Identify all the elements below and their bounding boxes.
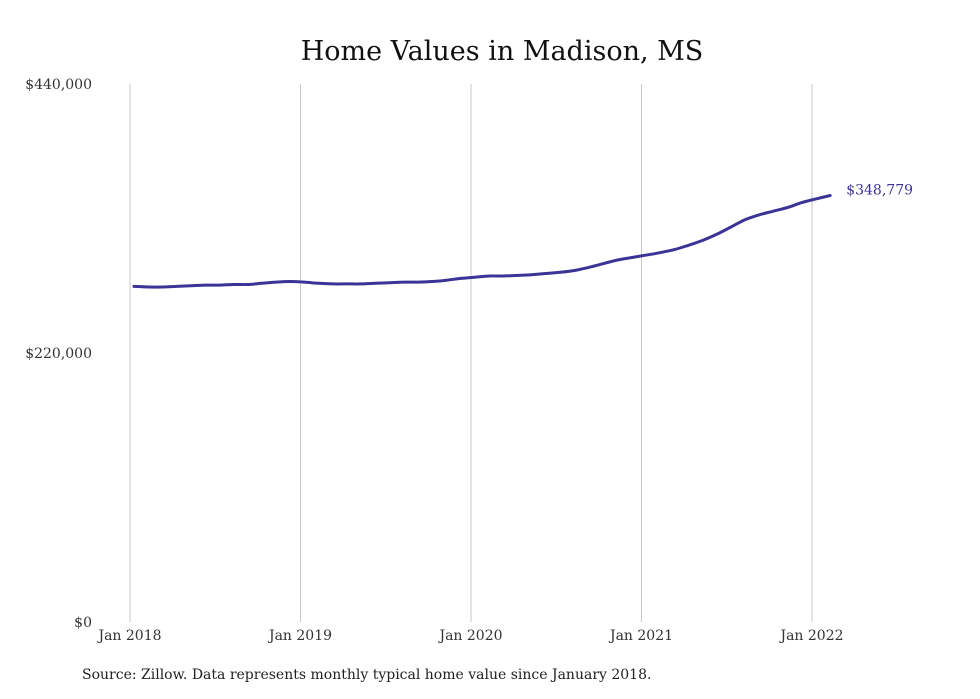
y-tick-label: $220,000 (25, 346, 92, 362)
x-tick-label: Jan 2020 (437, 628, 502, 644)
x-tick-label: Jan 2022 (778, 628, 843, 644)
series-group: $348,779 (132, 183, 913, 289)
grid-lines (129, 84, 813, 622)
y-tick-label: $440,000 (25, 77, 92, 93)
end-value-label: $348,779 (846, 183, 913, 199)
x-axis-ticks: Jan 2018 Jan 2019 Jan 2020 Jan 2021 Jan 2022 (96, 628, 843, 644)
series-line (132, 194, 832, 289)
chart-title: Home Values in Madison, MS (301, 36, 704, 67)
x-tick-label: Jan 2019 (267, 628, 332, 644)
source-note: Source: Zillow. Data represents monthly … (82, 667, 652, 683)
y-axis-ticks: $0 $220,000 $440,000 (25, 77, 92, 631)
y-tick-label: $0 (74, 615, 92, 631)
x-tick-label: Jan 2021 (608, 628, 673, 644)
x-tick-label: Jan 2018 (96, 628, 161, 644)
